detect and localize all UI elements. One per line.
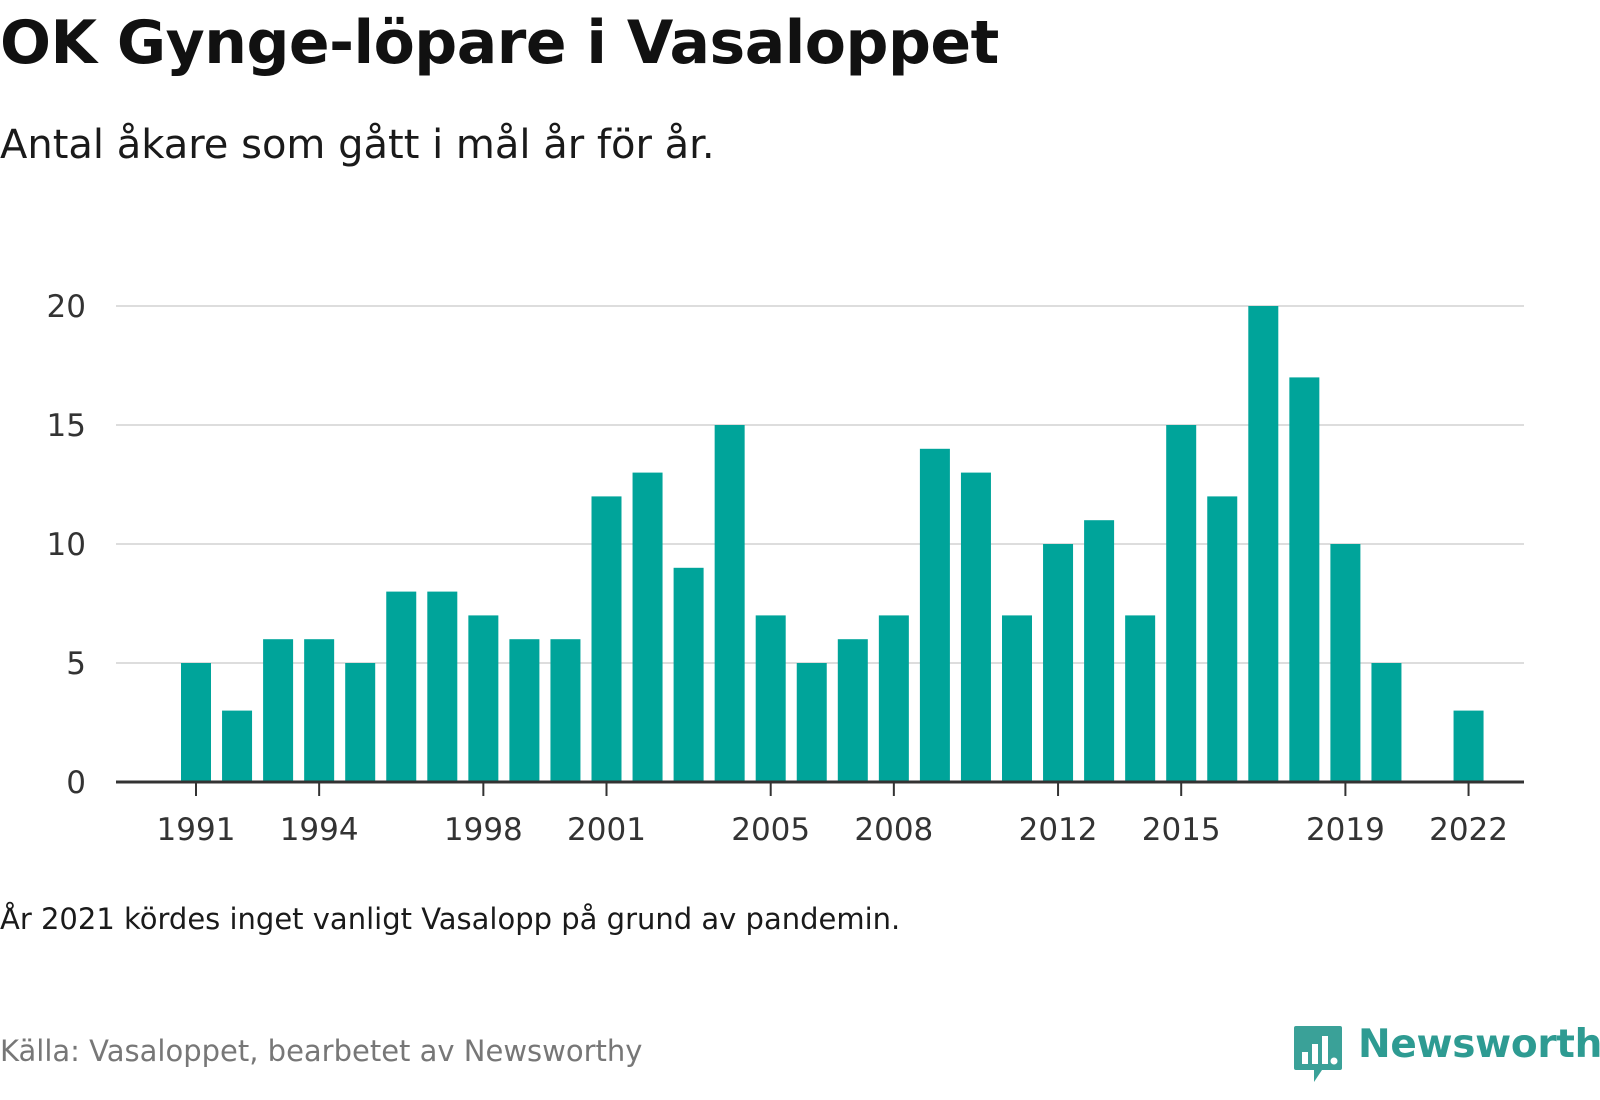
bar-1993 bbox=[263, 639, 294, 782]
bar-2013 bbox=[1084, 520, 1115, 782]
bar-2008 bbox=[878, 615, 909, 782]
bar-2020 bbox=[1371, 663, 1402, 782]
brand-name: Newsworthy bbox=[1358, 1022, 1600, 1067]
newsworthy-logo-icon bbox=[1294, 1026, 1342, 1082]
x-axis bbox=[116, 780, 1524, 796]
x-tick-label: 1991 bbox=[157, 812, 236, 848]
bar-2019 bbox=[1330, 544, 1361, 782]
bar-2022 bbox=[1453, 710, 1484, 782]
bar-2014 bbox=[1125, 615, 1156, 782]
bar-2009 bbox=[919, 448, 950, 782]
bar-2002 bbox=[632, 472, 663, 782]
bar-2004 bbox=[714, 425, 745, 782]
bar-2007 bbox=[837, 639, 868, 782]
y-tick-label: 15 bbox=[47, 408, 86, 444]
bar-2018 bbox=[1289, 377, 1320, 782]
y-tick-label: 20 bbox=[47, 289, 86, 325]
bar-1991 bbox=[181, 663, 211, 782]
x-tick-label: 1998 bbox=[444, 812, 523, 848]
bar-chart: 0 5 10 15 20 1991 1994 1998 2001 2005 2008 2012 201… bbox=[47, 289, 1524, 848]
bar-2003 bbox=[673, 567, 704, 782]
bar-2001 bbox=[591, 496, 622, 782]
bar-2006 bbox=[796, 663, 827, 782]
bar-2011 bbox=[1002, 615, 1032, 782]
bar-2005 bbox=[755, 615, 786, 782]
y-tick-labels: 0 5 10 15 20 bbox=[47, 289, 86, 801]
chart-title: OK Gynge-löpare i Vasaloppet bbox=[0, 8, 999, 78]
bar-2016 bbox=[1207, 496, 1238, 782]
x-tick-labels: 1991 1994 1998 2001 2005 2008 2012 2015 2019 2022 bbox=[157, 812, 1508, 848]
bar-2010 bbox=[960, 472, 991, 782]
x-tick-label: 2015 bbox=[1142, 812, 1221, 848]
y-tick-label: 5 bbox=[66, 646, 86, 682]
newsworthy-brand: Newsworthy bbox=[1292, 1020, 1600, 1100]
bar-2012 bbox=[1043, 544, 1074, 782]
bar-1994 bbox=[304, 639, 335, 782]
bar-1998 bbox=[468, 615, 499, 782]
x-tick-label: 2001 bbox=[567, 812, 646, 848]
chart-subtitle: Antal åkare som gått i mål år för år. bbox=[0, 122, 715, 168]
bar-1992 bbox=[222, 710, 253, 782]
bar-1997 bbox=[427, 591, 458, 782]
source-credit: Källa: Vasaloppet, bearbetet av Newswort… bbox=[0, 1034, 643, 1068]
bar-2000 bbox=[550, 639, 581, 782]
bar-2015 bbox=[1166, 425, 1197, 782]
bar-1996 bbox=[386, 591, 417, 782]
x-tick-label: 2012 bbox=[1019, 812, 1098, 848]
bars bbox=[181, 306, 1484, 782]
footnote: År 2021 kördes inget vanligt Vasalopp på… bbox=[0, 902, 901, 936]
x-tick-label: 1994 bbox=[280, 812, 359, 848]
y-tick-label: 10 bbox=[47, 527, 86, 563]
bar-1995 bbox=[345, 663, 376, 782]
x-tick-label: 2008 bbox=[854, 812, 933, 848]
bar-2017 bbox=[1248, 306, 1279, 782]
x-tick-label: 2022 bbox=[1429, 812, 1508, 848]
x-tick-label: 2005 bbox=[731, 812, 810, 848]
y-tick-label: 0 bbox=[66, 765, 86, 801]
x-tick-label: 2019 bbox=[1306, 812, 1385, 848]
bar-1999 bbox=[509, 639, 540, 782]
